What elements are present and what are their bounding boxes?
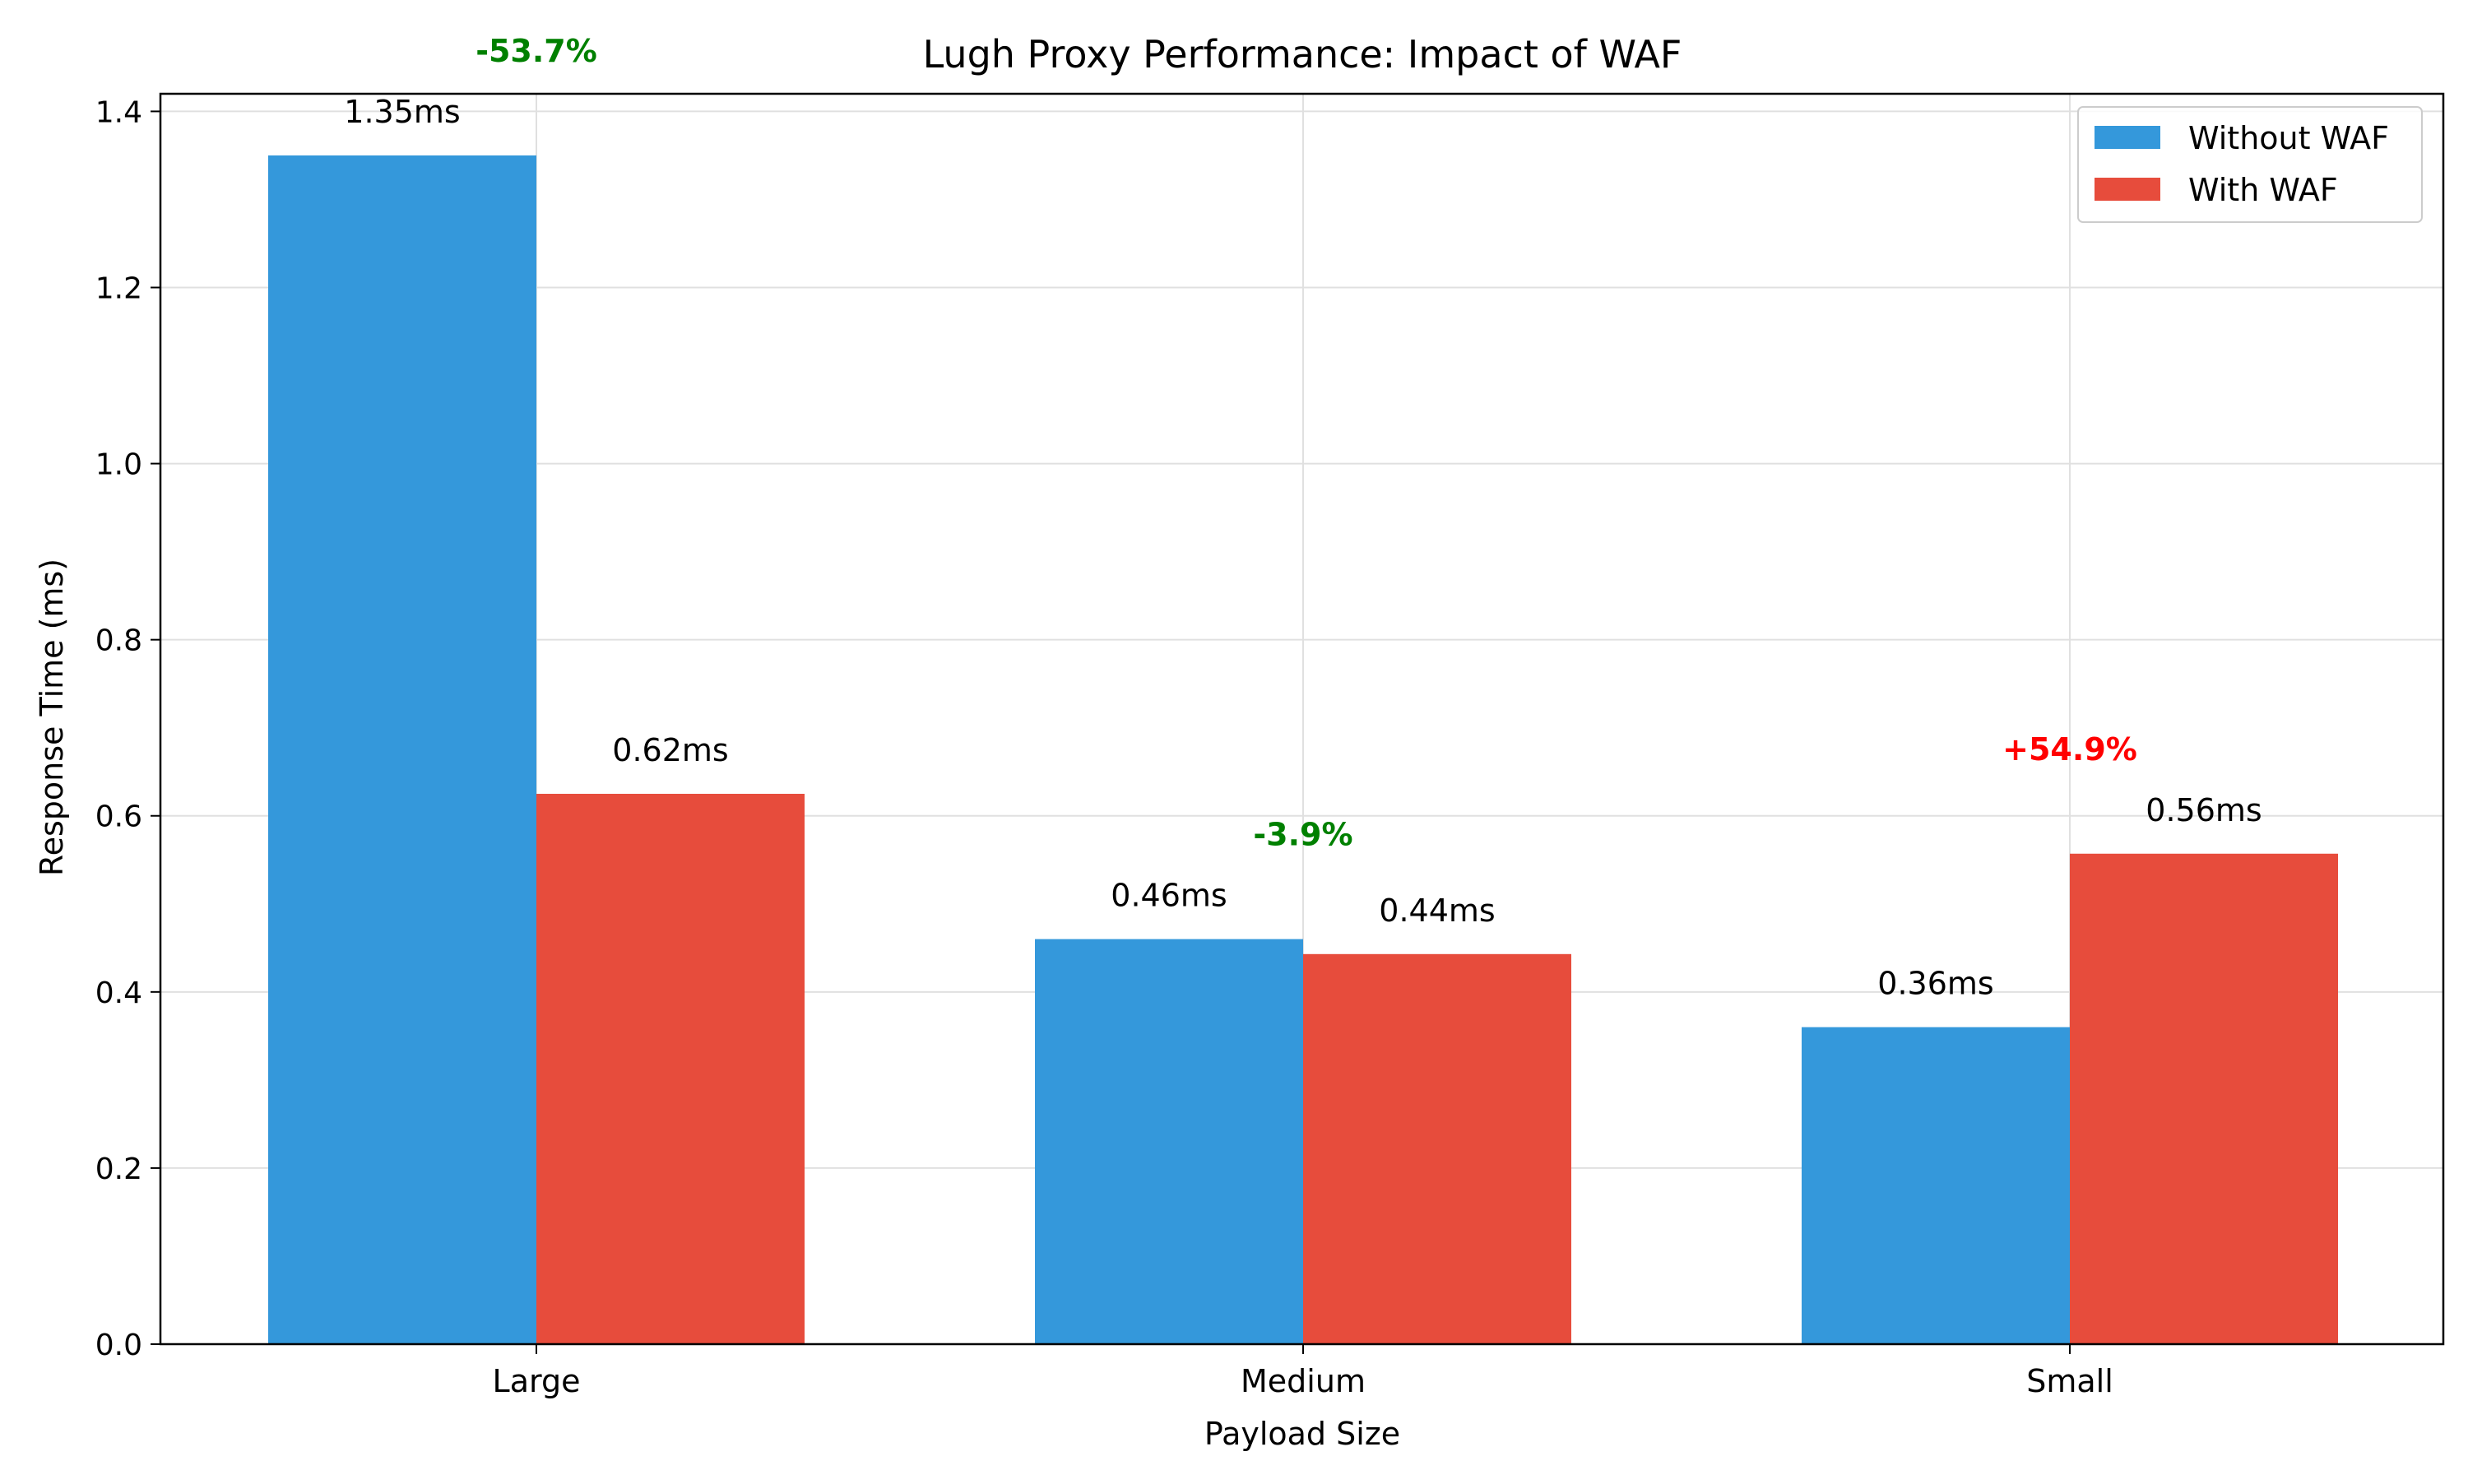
plot-frame bbox=[159, 92, 2445, 1346]
bar-with-waf bbox=[536, 793, 805, 1344]
bar-value-label: 0.46ms bbox=[1111, 878, 1227, 914]
bar-with-waf bbox=[1303, 953, 1571, 1344]
y-axis-title: Response Time (ms) bbox=[34, 559, 70, 876]
y-tick-label: 0.8 bbox=[95, 624, 142, 658]
y-tick-label: 0.2 bbox=[95, 1152, 142, 1186]
percent-change-label: -3.9% bbox=[1253, 817, 1352, 853]
bar-with-waf bbox=[2070, 853, 2338, 1344]
y-tick-label: 1.4 bbox=[95, 95, 142, 129]
bar-value-label: 1.35ms bbox=[344, 94, 460, 130]
legend: Without WAF With WAF bbox=[2077, 106, 2423, 223]
y-tick-label: 0.4 bbox=[95, 976, 142, 1010]
x-tick-label: Large bbox=[493, 1363, 581, 1399]
x-axis: Large Medium Small bbox=[493, 1344, 2113, 1399]
bar-value-label: 0.36ms bbox=[1877, 966, 1993, 1002]
bar-value-label: 0.62ms bbox=[612, 732, 728, 768]
x-tick-label: Medium bbox=[1241, 1363, 1366, 1399]
data-labels: 1.35ms 0.46ms 0.36ms 0.62ms 0.44ms 0.56ms -53.… bbox=[344, 33, 2262, 1002]
y-tick-label: 1.2 bbox=[95, 271, 142, 305]
bar-value-label: 0.56ms bbox=[2146, 792, 2262, 828]
legend-label-without-waf: Without WAF bbox=[2188, 120, 2389, 156]
y-axis: 0.0 0.2 0.4 0.6 0.8 1.0 1.2 1.4 bbox=[95, 95, 160, 1362]
legend-label-with-waf: With WAF bbox=[2188, 172, 2338, 208]
percent-change-label: -53.7% bbox=[476, 33, 597, 69]
bar-value-label: 0.44ms bbox=[1379, 893, 1495, 929]
legend-swatch-with-waf bbox=[2095, 178, 2160, 201]
chart-title: Lugh Proxy Performance: Impact of WAF bbox=[923, 32, 1682, 77]
bars bbox=[268, 155, 2338, 1345]
bar-without-waf bbox=[1035, 939, 1303, 1344]
y-tick-label: 1.0 bbox=[95, 448, 142, 482]
plot-border bbox=[159, 92, 2445, 1346]
y-tick-label: 0.6 bbox=[95, 800, 142, 834]
bar-without-waf bbox=[268, 155, 536, 1345]
y-tick-label: 0.0 bbox=[95, 1329, 142, 1362]
x-tick-label: Small bbox=[2026, 1363, 2113, 1399]
legend-frame bbox=[2077, 106, 2423, 223]
legend-swatch-without-waf bbox=[2095, 126, 2160, 149]
bar-without-waf bbox=[1802, 1027, 2070, 1344]
x-axis-title: Payload Size bbox=[1204, 1416, 1400, 1452]
percent-change-label: +54.9% bbox=[2002, 731, 2137, 768]
